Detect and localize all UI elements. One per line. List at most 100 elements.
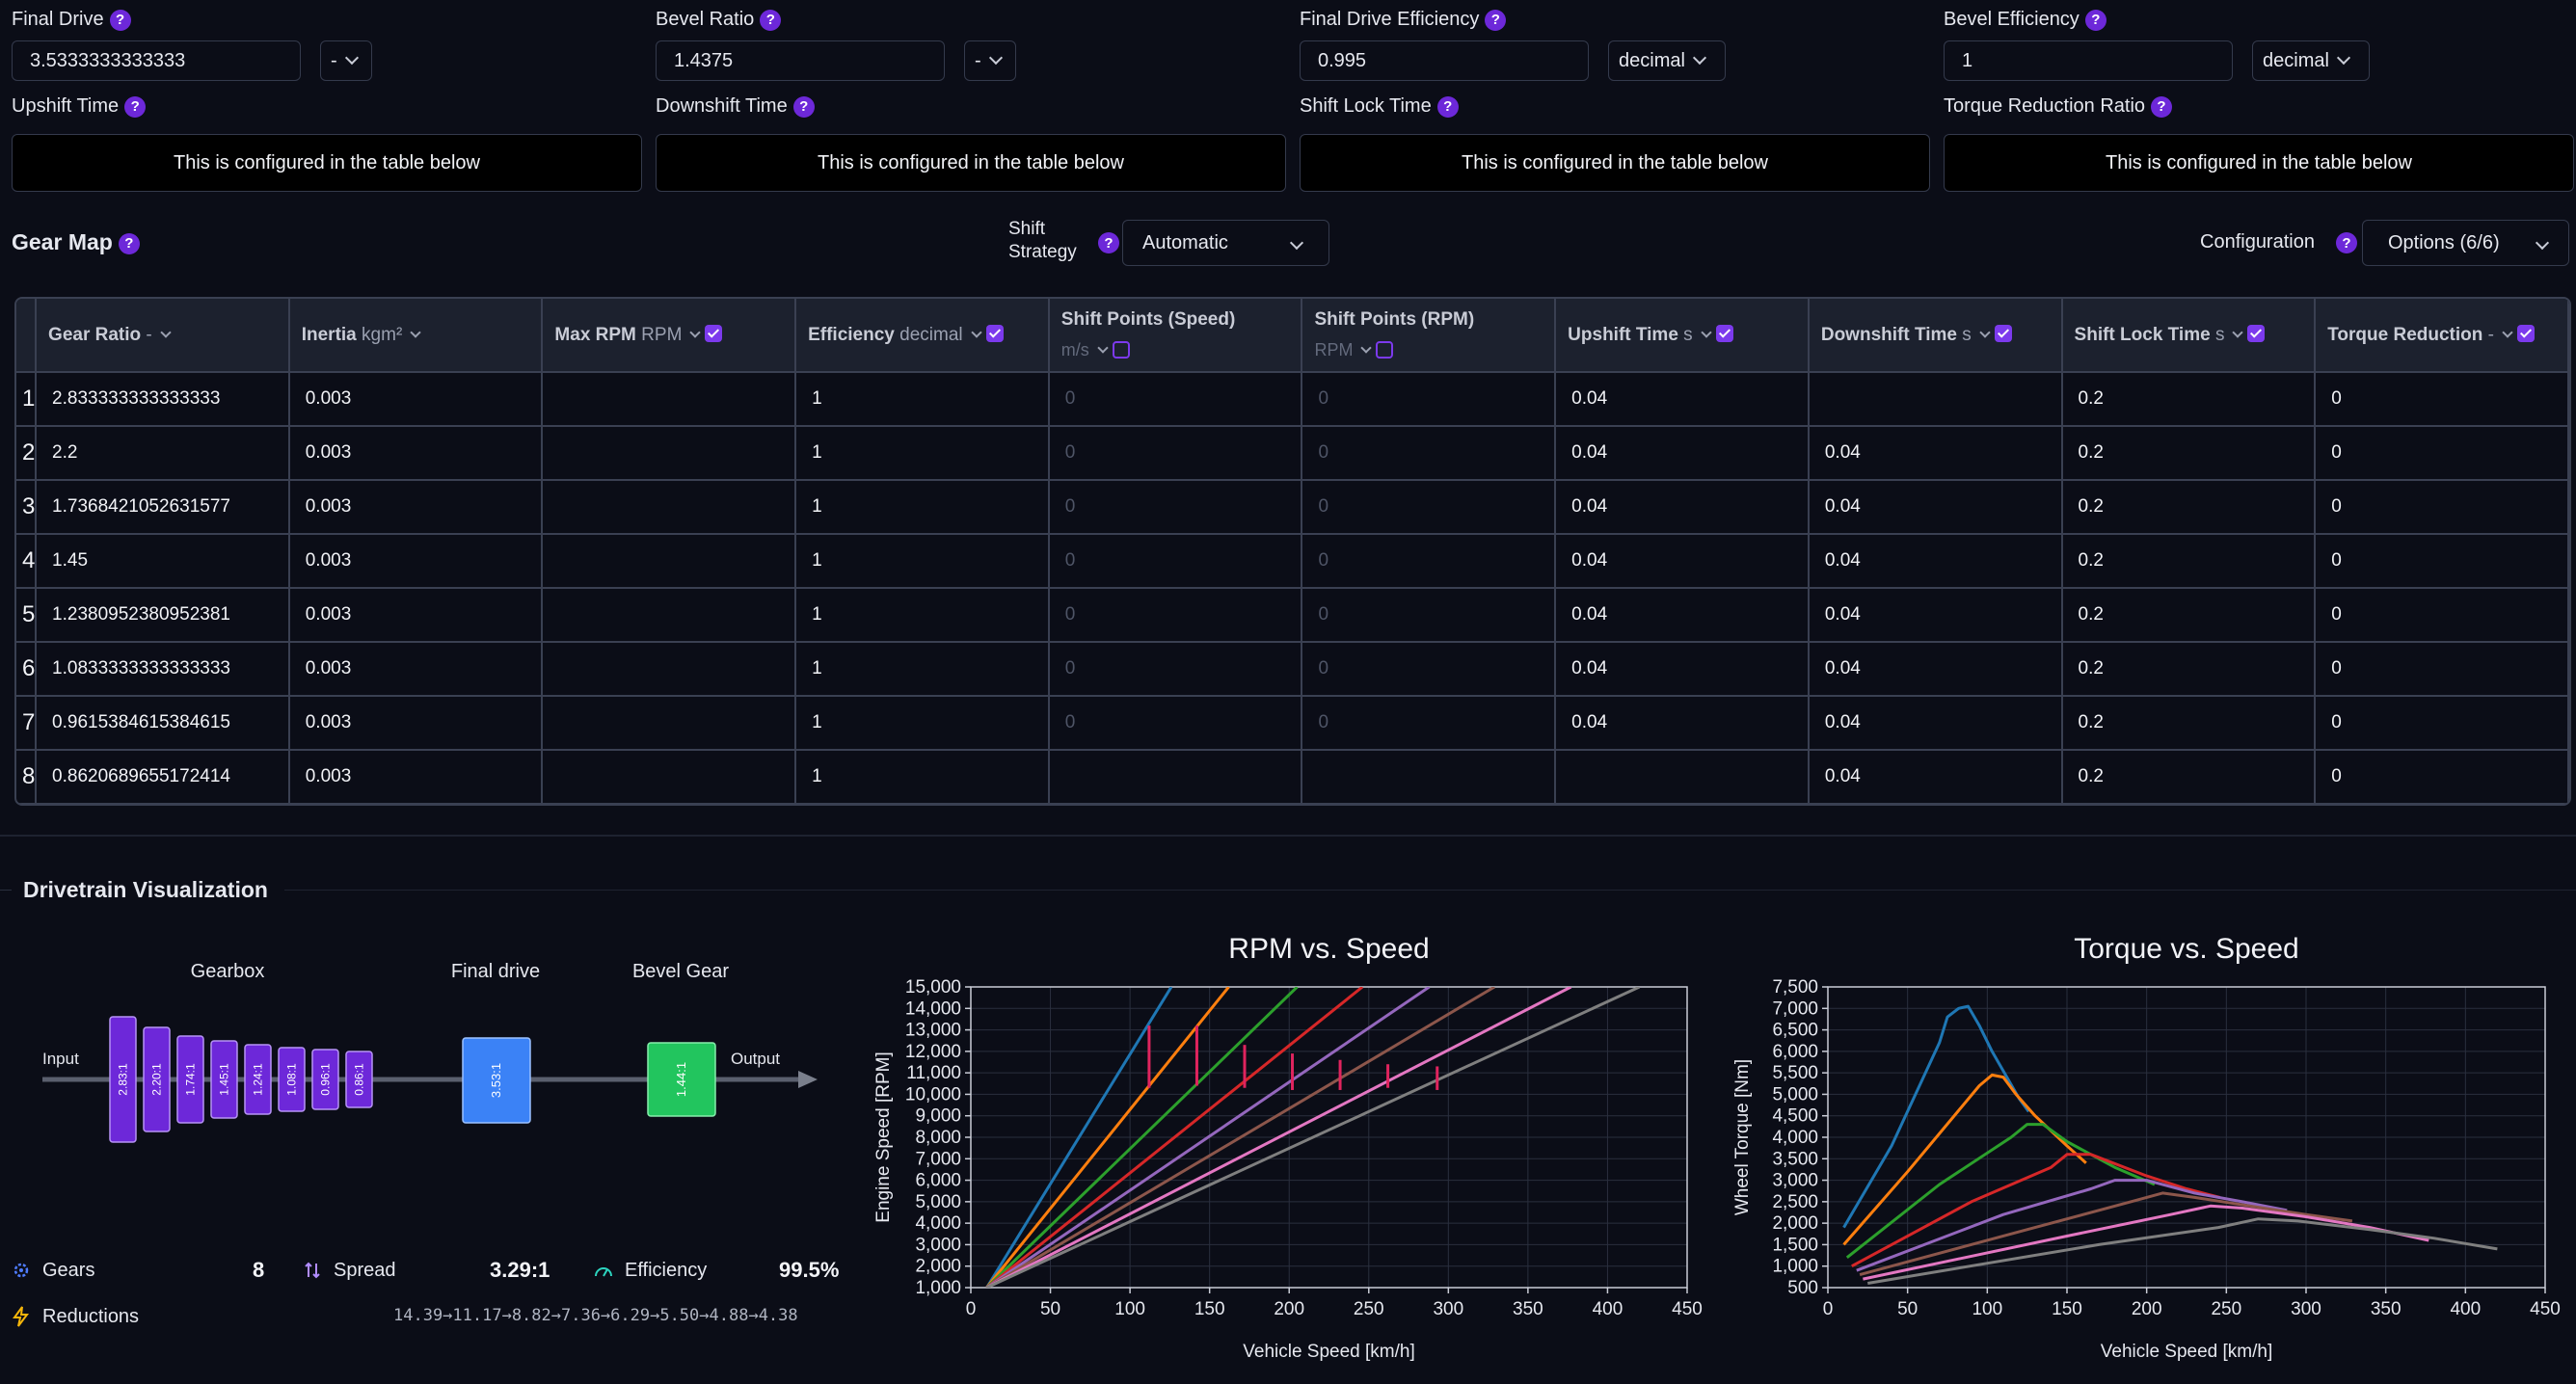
table-cell[interactable]: 0 — [2315, 372, 2569, 427]
table-cell[interactable]: 2.833333333333333 — [36, 372, 290, 427]
column-toggle-checkbox[interactable] — [705, 325, 723, 343]
unit-select[interactable]: - — [964, 40, 1016, 81]
table-cell[interactable] — [542, 642, 797, 697]
column-toggle-checkbox[interactable] — [1715, 325, 1733, 343]
param-input[interactable]: 1 — [1944, 40, 2233, 81]
unit-select[interactable]: decimal — [2252, 40, 2370, 81]
column-header[interactable]: Shift Points (RPM) RPM — [1301, 299, 1557, 373]
table-cell[interactable]: 0.003 — [288, 372, 544, 427]
table-cell[interactable]: 0.2 — [2061, 480, 2317, 535]
column-toggle-checkbox[interactable] — [1994, 325, 2012, 343]
param-input[interactable]: 3.5333333333333 — [12, 40, 301, 81]
table-cell[interactable]: 0.04 — [1555, 696, 1810, 751]
table-cell[interactable]: 0.003 — [288, 480, 544, 535]
help-icon[interactable]: ? — [118, 232, 140, 254]
table-cell[interactable]: 0 — [2315, 642, 2569, 697]
table-cell[interactable]: 0 — [1048, 696, 1303, 751]
table-cell[interactable]: 0.2 — [2061, 696, 2317, 751]
table-cell[interactable]: 0.04 — [1555, 426, 1810, 481]
table-cell[interactable]: 0 — [2315, 696, 2569, 751]
table-cell[interactable]: 0.2 — [2061, 642, 2317, 697]
table-cell[interactable]: 1.2380952380952381 — [36, 588, 290, 643]
table-cell[interactable]: 2.2 — [36, 426, 290, 481]
table-cell[interactable]: 0.003 — [288, 534, 544, 589]
column-toggle-checkbox[interactable] — [2247, 325, 2266, 343]
table-cell[interactable]: 0 — [1048, 534, 1303, 589]
table-cell[interactable] — [542, 372, 797, 427]
table-cell[interactable]: 0.04 — [1808, 480, 2063, 535]
table-cell[interactable]: 0 — [1048, 426, 1303, 481]
table-cell[interactable]: 0 — [1301, 642, 1557, 697]
unit-select[interactable]: - — [320, 40, 372, 81]
help-icon[interactable]: ? — [124, 95, 147, 118]
table-cell[interactable]: 1.7368421052631577 — [36, 480, 290, 535]
column-toggle-checkbox[interactable] — [1112, 341, 1130, 359]
table-cell[interactable] — [1808, 372, 2063, 427]
table-cell[interactable]: 0.003 — [288, 696, 544, 751]
table-cell[interactable]: 0.9615384615384615 — [36, 696, 290, 751]
table-cell[interactable]: 0 — [1301, 372, 1557, 427]
table-cell[interactable]: 0 — [2315, 480, 2569, 535]
table-cell[interactable]: 0 — [1048, 372, 1303, 427]
column-header[interactable]: Efficiency decimal — [795, 299, 1050, 373]
table-cell[interactable] — [542, 696, 797, 751]
table-cell[interactable]: 0.003 — [288, 750, 544, 804]
table-cell[interactable]: 0 — [1301, 696, 1557, 751]
table-cell[interactable]: 0.003 — [288, 588, 544, 643]
table-cell[interactable]: 0.003 — [288, 426, 544, 481]
table-cell[interactable] — [542, 750, 797, 804]
table-cell[interactable]: 0 — [1301, 426, 1557, 481]
table-cell[interactable]: 0.04 — [1808, 426, 2063, 481]
table-cell[interactable]: 0 — [2315, 426, 2569, 481]
unit-select[interactable]: decimal — [1608, 40, 1726, 81]
table-cell[interactable]: 1 — [795, 588, 1050, 643]
table-cell[interactable]: 1 — [795, 372, 1050, 427]
table-cell[interactable]: 0 — [1048, 642, 1303, 697]
column-header[interactable]: Upshift Time s — [1555, 299, 1810, 373]
table-cell[interactable]: 0 — [2315, 750, 2569, 804]
shift-strategy-select[interactable]: Automatic — [1122, 220, 1329, 266]
help-icon[interactable]: ? — [109, 9, 131, 31]
param-input[interactable]: 1.4375 — [656, 40, 945, 81]
table-cell[interactable]: 0.2 — [2061, 534, 2317, 589]
table-cell[interactable] — [542, 426, 797, 481]
column-header[interactable]: Gear Ratio - — [36, 299, 290, 373]
column-toggle-checkbox[interactable] — [2516, 325, 2535, 343]
table-cell[interactable]: 0.04 — [1808, 696, 2063, 751]
table-cell[interactable]: 0.04 — [1555, 480, 1810, 535]
table-cell[interactable]: 0.003 — [288, 642, 544, 697]
column-header[interactable]: Inertia kgm² — [288, 299, 544, 373]
column-header[interactable]: Downshift Time s — [1808, 299, 2063, 373]
table-cell[interactable]: 0 — [1048, 588, 1303, 643]
table-cell[interactable]: 1.0833333333333333 — [36, 642, 290, 697]
table-cell[interactable]: 0 — [2315, 534, 2569, 589]
help-icon[interactable]: ? — [2151, 95, 2173, 118]
table-cell[interactable]: 0.04 — [1808, 534, 2063, 589]
table-cell[interactable] — [542, 480, 797, 535]
table-cell[interactable]: 0.04 — [1808, 750, 2063, 804]
column-header[interactable]: Shift Points (Speed) m/s — [1048, 299, 1303, 373]
table-cell[interactable]: 1.45 — [36, 534, 290, 589]
table-cell[interactable]: 0.2 — [2061, 750, 2317, 804]
table-cell[interactable] — [1555, 750, 1810, 804]
table-cell[interactable]: 0.04 — [1555, 642, 1810, 697]
table-cell[interactable] — [542, 534, 797, 589]
help-icon[interactable]: ? — [1098, 232, 1119, 253]
table-cell[interactable]: 0.04 — [1808, 642, 2063, 697]
table-cell[interactable] — [1048, 750, 1303, 804]
configuration-select[interactable]: Options (6/6) — [2362, 220, 2569, 266]
table-cell[interactable]: 0 — [1301, 588, 1557, 643]
column-toggle-checkbox[interactable] — [1376, 341, 1394, 359]
help-icon[interactable]: ? — [792, 95, 815, 118]
help-icon[interactable]: ? — [2084, 9, 2106, 31]
help-icon[interactable]: ? — [1485, 9, 1507, 31]
table-cell[interactable]: 1 — [795, 534, 1050, 589]
table-cell[interactable]: 1 — [795, 696, 1050, 751]
table-cell[interactable]: 0.04 — [1555, 372, 1810, 427]
table-cell[interactable]: 0.8620689655172414 — [36, 750, 290, 804]
table-cell[interactable]: 0.2 — [2061, 372, 2317, 427]
table-cell[interactable]: 0.2 — [2061, 588, 2317, 643]
table-cell[interactable]: 1 — [795, 480, 1050, 535]
column-header[interactable]: Max RPM RPM — [542, 299, 797, 373]
param-input[interactable]: 0.995 — [1300, 40, 1589, 81]
